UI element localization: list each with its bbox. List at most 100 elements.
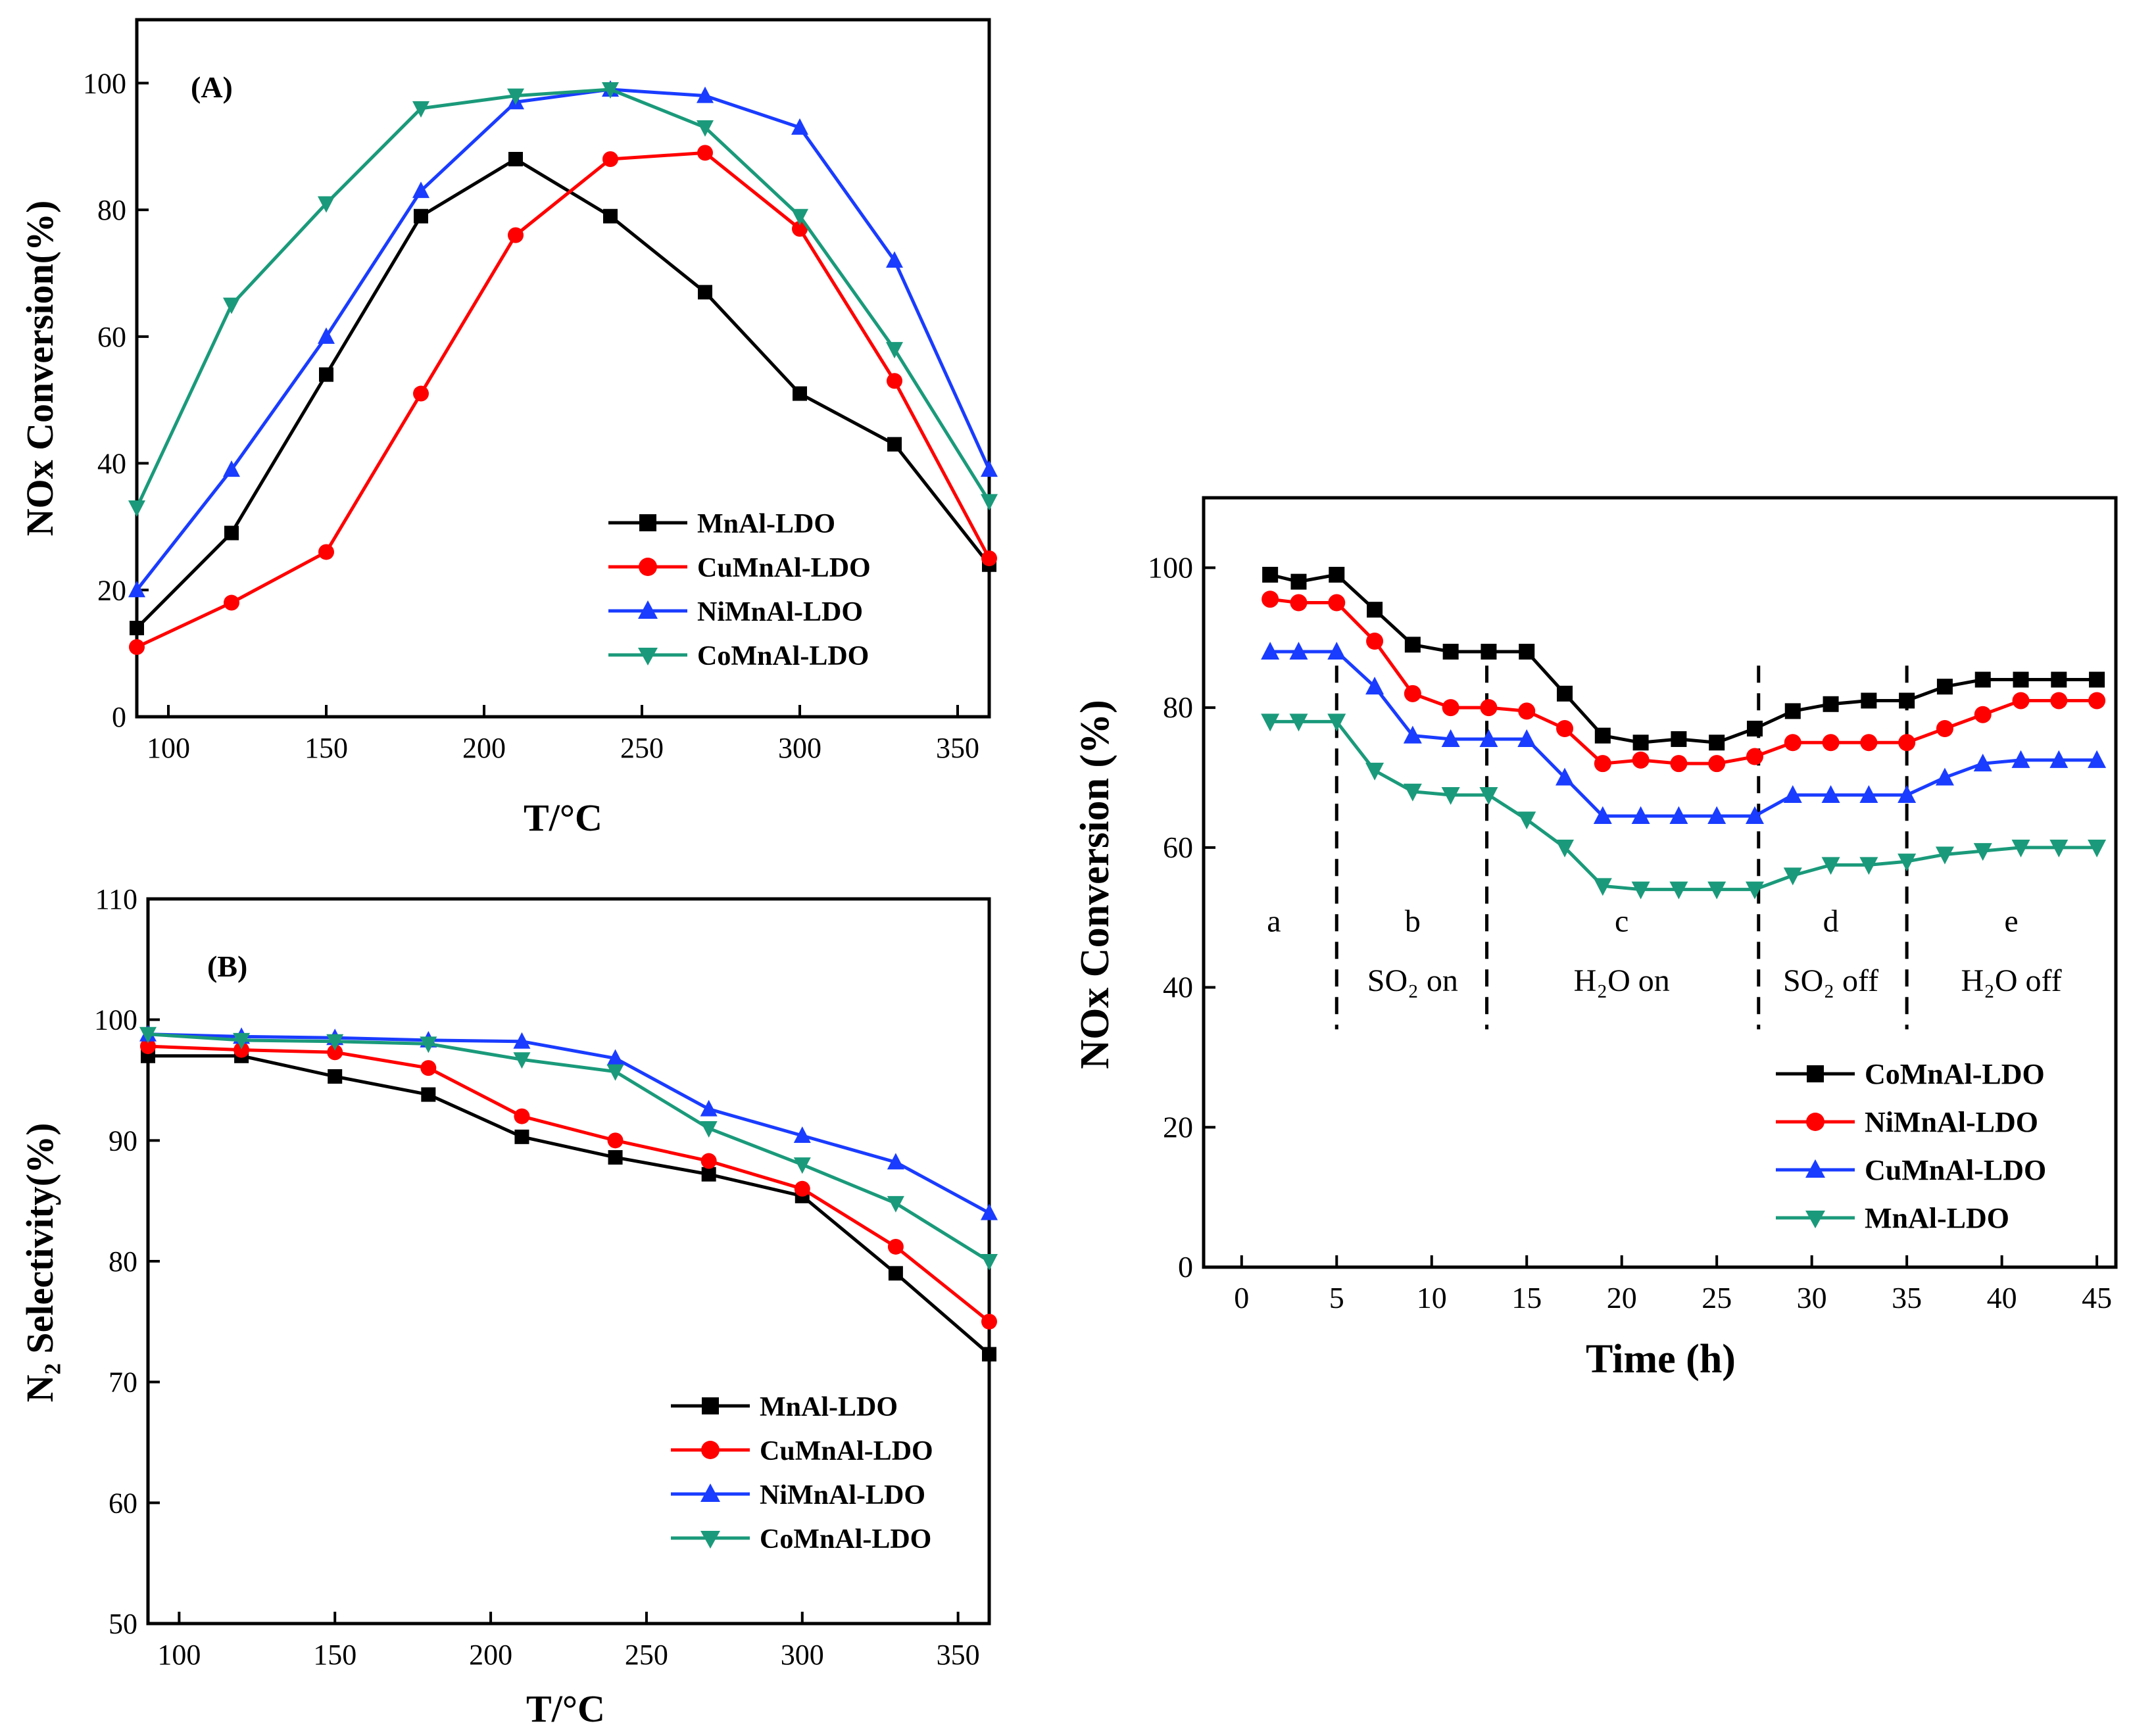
x-tick-label: 200: [469, 1639, 512, 1671]
legend-marker: [702, 1397, 719, 1414]
series-line: [147, 1044, 991, 1323]
data-point: [233, 1032, 251, 1049]
series-line: [147, 1032, 991, 1263]
data-point: [420, 1036, 437, 1053]
data-point: [223, 460, 240, 477]
data-point: [981, 460, 998, 477]
legend-item: CuMnAl-LDO: [671, 1436, 933, 1466]
y-tick-label: 50: [109, 1608, 137, 1640]
y-tick-label: 70: [109, 1366, 137, 1399]
data-point: [224, 594, 239, 611]
data-point: [1707, 881, 1727, 900]
x-tick-label: 15: [1511, 1281, 1542, 1314]
series-mnal-ldo: [1261, 713, 2107, 900]
data-point: [1518, 702, 1536, 720]
data-point: [1442, 699, 1459, 717]
data-point: [2088, 692, 2106, 710]
y-tick-label: 40: [97, 448, 126, 480]
series-line: [135, 157, 991, 629]
legend-c: CoMnAl-LDO NiMnAl-LDO CuMnAl-LDO MnAl-LD…: [1776, 1058, 2046, 1234]
data-point: [2011, 750, 2030, 768]
phase-letter: a: [1267, 904, 1281, 938]
series-group-c: [1261, 567, 2107, 900]
x-tick-label: 45: [2082, 1281, 2112, 1314]
data-point: [1860, 734, 1878, 752]
data-point: [1823, 696, 1839, 712]
y-axis-title-a: NOx Conversion(%): [18, 201, 61, 537]
y-tick-label: 0: [1178, 1250, 1193, 1284]
legend-item: MnAl-LDO: [608, 509, 835, 539]
legend-label: CoMnAl-LDO: [1865, 1058, 2045, 1090]
data-point: [1746, 748, 1763, 765]
x-tick-label: 250: [620, 732, 664, 764]
data-point: [793, 1157, 811, 1174]
series-group-b: [139, 1025, 998, 1362]
data-point: [1974, 671, 1991, 688]
x-axis-title-c: Time (h): [1586, 1337, 1736, 1382]
data-point: [128, 581, 145, 598]
legend-b: MnAl-LDO CuMnAl-LDO NiMnAl-LDO CoMnAl-LD…: [671, 1392, 933, 1555]
legend-marker: [639, 558, 657, 576]
plot-frame-a: [135, 18, 991, 719]
data-point: [1517, 729, 1536, 747]
data-point: [1859, 785, 1878, 804]
data-point: [1593, 806, 1612, 824]
legend-marker: [701, 1441, 720, 1459]
data-point: [2088, 750, 2107, 768]
legend-marker: [1805, 1159, 1825, 1178]
data-point: [697, 86, 714, 103]
data-point: [508, 227, 524, 243]
data-point: [1746, 721, 1763, 736]
data-point: [326, 1034, 344, 1051]
legend-item: MnAl-LDO: [671, 1392, 898, 1422]
x-tick-label: 35: [1892, 1281, 1922, 1314]
data-point: [886, 251, 903, 268]
x-tick-label: 150: [313, 1639, 356, 1671]
data-point: [421, 1087, 436, 1102]
y-tick-label: 80: [109, 1245, 137, 1278]
data-point: [701, 1167, 716, 1182]
y-tick-label: 100: [94, 1004, 137, 1036]
data-point: [412, 181, 429, 199]
data-point: [1327, 642, 1346, 660]
data-point: [887, 373, 902, 389]
x-tick-label: 350: [936, 732, 979, 764]
data-point: [1289, 713, 1308, 732]
x-tick-label: 150: [305, 732, 348, 764]
x-tick-label: 25: [1702, 1281, 1732, 1314]
data-point: [1708, 755, 1726, 773]
series-group-a: [128, 80, 998, 655]
phase-letter: e: [2004, 904, 2018, 938]
data-point: [793, 386, 807, 401]
data-point: [698, 285, 712, 300]
phase-condition: SO₂ on: [1367, 963, 1458, 998]
legend-marker: [700, 1531, 720, 1549]
data-point: [2011, 839, 2030, 857]
data-point: [1783, 867, 1802, 886]
data-point: [1936, 720, 1953, 737]
data-point: [1290, 594, 1308, 612]
data-point: [130, 621, 144, 636]
data-point: [792, 221, 808, 237]
data-point: [1783, 785, 1802, 804]
data-point: [888, 1266, 903, 1281]
data-point: [1555, 767, 1575, 786]
x-tick-label: 250: [625, 1639, 668, 1671]
panel-label-b: (B): [207, 950, 247, 983]
data-point: [981, 550, 997, 567]
data-point: [1745, 881, 1764, 900]
data-point: [1403, 725, 1422, 744]
data-point: [420, 1060, 437, 1076]
data-point: [1784, 703, 1801, 719]
legend-label: CuMnAl-LDO: [760, 1436, 933, 1466]
data-point: [1973, 843, 1992, 861]
data-point: [791, 118, 808, 135]
data-point: [1707, 806, 1727, 824]
data-point: [139, 1026, 157, 1044]
data-point: [1557, 685, 1573, 702]
data-point: [1936, 679, 1953, 695]
series-line: [135, 151, 991, 649]
legend-item: NiMnAl-LDO: [1776, 1106, 2038, 1138]
data-point: [1327, 713, 1346, 732]
